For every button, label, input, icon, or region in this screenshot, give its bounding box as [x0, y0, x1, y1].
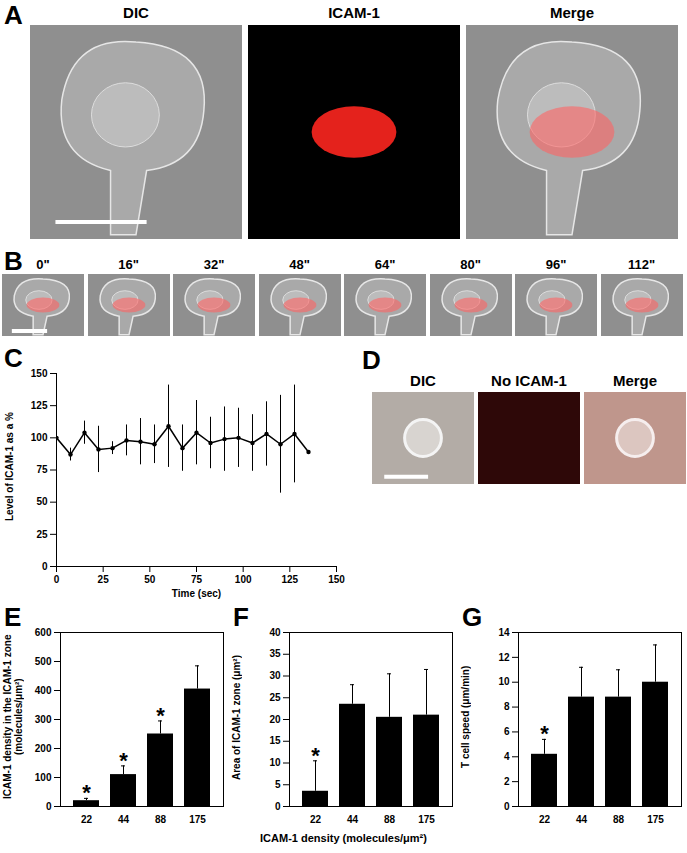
html-text:ICAM-1 density (molecules/μm²): ICAM-1 density (molecules/μm²) — [260, 832, 427, 844]
svg-text:175: 175 — [189, 814, 206, 825]
svg-text:12: 12 — [498, 652, 510, 663]
svg-text:25: 25 — [269, 692, 281, 703]
svg-text:4: 4 — [504, 751, 510, 762]
svg-text:44: 44 — [118, 814, 130, 825]
svg-text:*: * — [156, 703, 165, 728]
html-text:DIC: DIC — [123, 4, 149, 21]
html-text:32": 32" — [203, 257, 225, 272]
svg-text:44: 44 — [347, 814, 359, 825]
svg-text:100: 100 — [31, 432, 48, 443]
html-text:0": 0" — [36, 257, 50, 272]
html-text:No ICAM-1: No ICAM-1 — [491, 372, 567, 389]
html-text:Area of ICAM-1 zone (μm²): Area of ICAM-1 zone (μm²) — [231, 654, 242, 780]
svg-text:5: 5 — [275, 779, 281, 790]
svg-text:0: 0 — [42, 561, 48, 572]
html-text:B: B — [4, 246, 23, 276]
svg-text:25: 25 — [36, 529, 48, 540]
svg-text:*: * — [82, 780, 91, 805]
svg-text:150: 150 — [328, 574, 345, 585]
html-text:F: F — [233, 602, 249, 632]
svg-text:8: 8 — [504, 701, 510, 712]
html-text:64": 64" — [374, 257, 396, 272]
html-text:A: A — [4, 0, 23, 30]
svg-text:22: 22 — [81, 814, 93, 825]
svg-text:10: 10 — [498, 676, 510, 687]
html-text:Level of ICAM-1 as a %: Level of ICAM-1 as a % — [4, 412, 15, 521]
svg-text:22: 22 — [539, 814, 551, 825]
svg-text:0: 0 — [275, 801, 281, 812]
svg-text:300: 300 — [35, 714, 52, 725]
svg-text:125: 125 — [281, 574, 298, 585]
svg-text:125: 125 — [31, 400, 48, 411]
html-text:ICAM-1 density in the ICAM-1 z: ICAM-1 density in the ICAM-1 zone (molec… — [2, 634, 24, 800]
svg-text:25: 25 — [98, 574, 110, 585]
svg-text:0: 0 — [46, 801, 52, 812]
svg-text:175: 175 — [418, 814, 435, 825]
svg-text:88: 88 — [384, 814, 396, 825]
svg-text:35: 35 — [269, 648, 281, 659]
svg-text:75: 75 — [36, 464, 48, 475]
svg-text:600: 600 — [35, 627, 52, 638]
svg-text:*: * — [311, 743, 320, 768]
svg-text:500: 500 — [35, 656, 52, 667]
html-text:T cell speed (μm/min): T cell speed (μm/min) — [460, 665, 471, 769]
html-text:112": 112" — [627, 257, 656, 272]
html-text:96": 96" — [545, 257, 567, 272]
svg-text:22: 22 — [310, 814, 322, 825]
html-text:E: E — [4, 602, 22, 632]
svg-text:15: 15 — [269, 735, 281, 746]
svg-text:14: 14 — [498, 627, 510, 638]
svg-text:88: 88 — [613, 814, 625, 825]
svg-text:400: 400 — [35, 685, 52, 696]
svg-text:10: 10 — [269, 757, 281, 768]
svg-text:175: 175 — [647, 814, 664, 825]
svg-text:50: 50 — [36, 496, 48, 507]
svg-text:100: 100 — [235, 574, 252, 585]
svg-text:88: 88 — [155, 814, 167, 825]
svg-text:50: 50 — [144, 574, 156, 585]
svg-text:44: 44 — [576, 814, 588, 825]
svg-text:30: 30 — [269, 670, 281, 681]
svg-text:Time (sec): Time (sec) — [172, 588, 221, 599]
svg-text:2: 2 — [504, 776, 510, 787]
svg-text:75: 75 — [191, 574, 203, 585]
html-text:80": 80" — [460, 257, 481, 272]
svg-text:0: 0 — [54, 574, 60, 585]
svg-text:20: 20 — [269, 714, 281, 725]
html-text:ICAM-1: ICAM-1 — [328, 4, 380, 21]
svg-text:100: 100 — [35, 772, 52, 783]
html-text:16": 16" — [118, 257, 139, 272]
html-text:48": 48" — [289, 257, 310, 272]
html-text:Merge: Merge — [612, 372, 658, 389]
html-text:DIC: DIC — [410, 372, 436, 389]
html-text:D: D — [362, 345, 381, 375]
html-text:G: G — [462, 602, 483, 632]
svg-text:6: 6 — [504, 726, 510, 737]
svg-text:*: * — [540, 721, 549, 746]
svg-text:200: 200 — [35, 743, 52, 754]
svg-text:*: * — [119, 748, 128, 773]
html-text:Merge: Merge — [549, 4, 595, 21]
svg-text:40: 40 — [269, 627, 281, 638]
svg-text:150: 150 — [31, 368, 48, 379]
svg-text:0: 0 — [504, 801, 510, 812]
html-text:C: C — [4, 343, 23, 373]
